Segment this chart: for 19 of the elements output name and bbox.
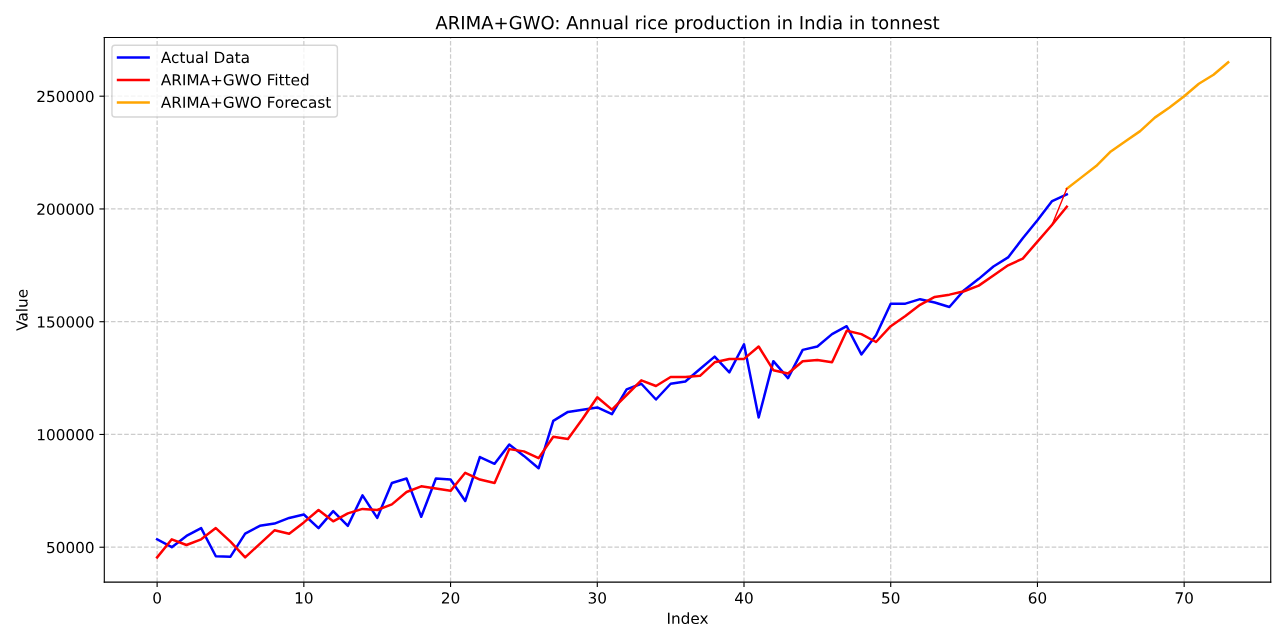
legend-label: ARIMA+GWO Forecast — [160, 96, 331, 108]
x-tick-label: 50 — [882, 592, 900, 604]
chart-title: ARIMA+GWO: Annual rice production in India in tonnest — [435, 15, 940, 33]
legend-label: Actual Data — [160, 51, 249, 64]
legend-label: ARIMA+GWO Fitted — [160, 73, 309, 86]
y-tick-label: 150000 — [37, 316, 94, 328]
x-tick-label: 20 — [441, 592, 460, 604]
x-tick-label: 40 — [735, 592, 753, 604]
y-axis-title: Value — [15, 289, 28, 331]
x-axis-title: Index — [667, 612, 709, 625]
y-tick-label: 50000 — [47, 541, 94, 554]
x-tick-label: 60 — [1028, 592, 1047, 604]
y-tick-label: 200000 — [37, 203, 94, 215]
x-tick-label: 0 — [153, 592, 161, 604]
y-tick-label: 250000 — [37, 90, 94, 103]
x-tick-label: 10 — [295, 592, 313, 604]
y-tick-label: 100000 — [37, 428, 94, 441]
x-tick-label: 30 — [588, 592, 606, 604]
x-tick-label: 70 — [1175, 592, 1193, 604]
